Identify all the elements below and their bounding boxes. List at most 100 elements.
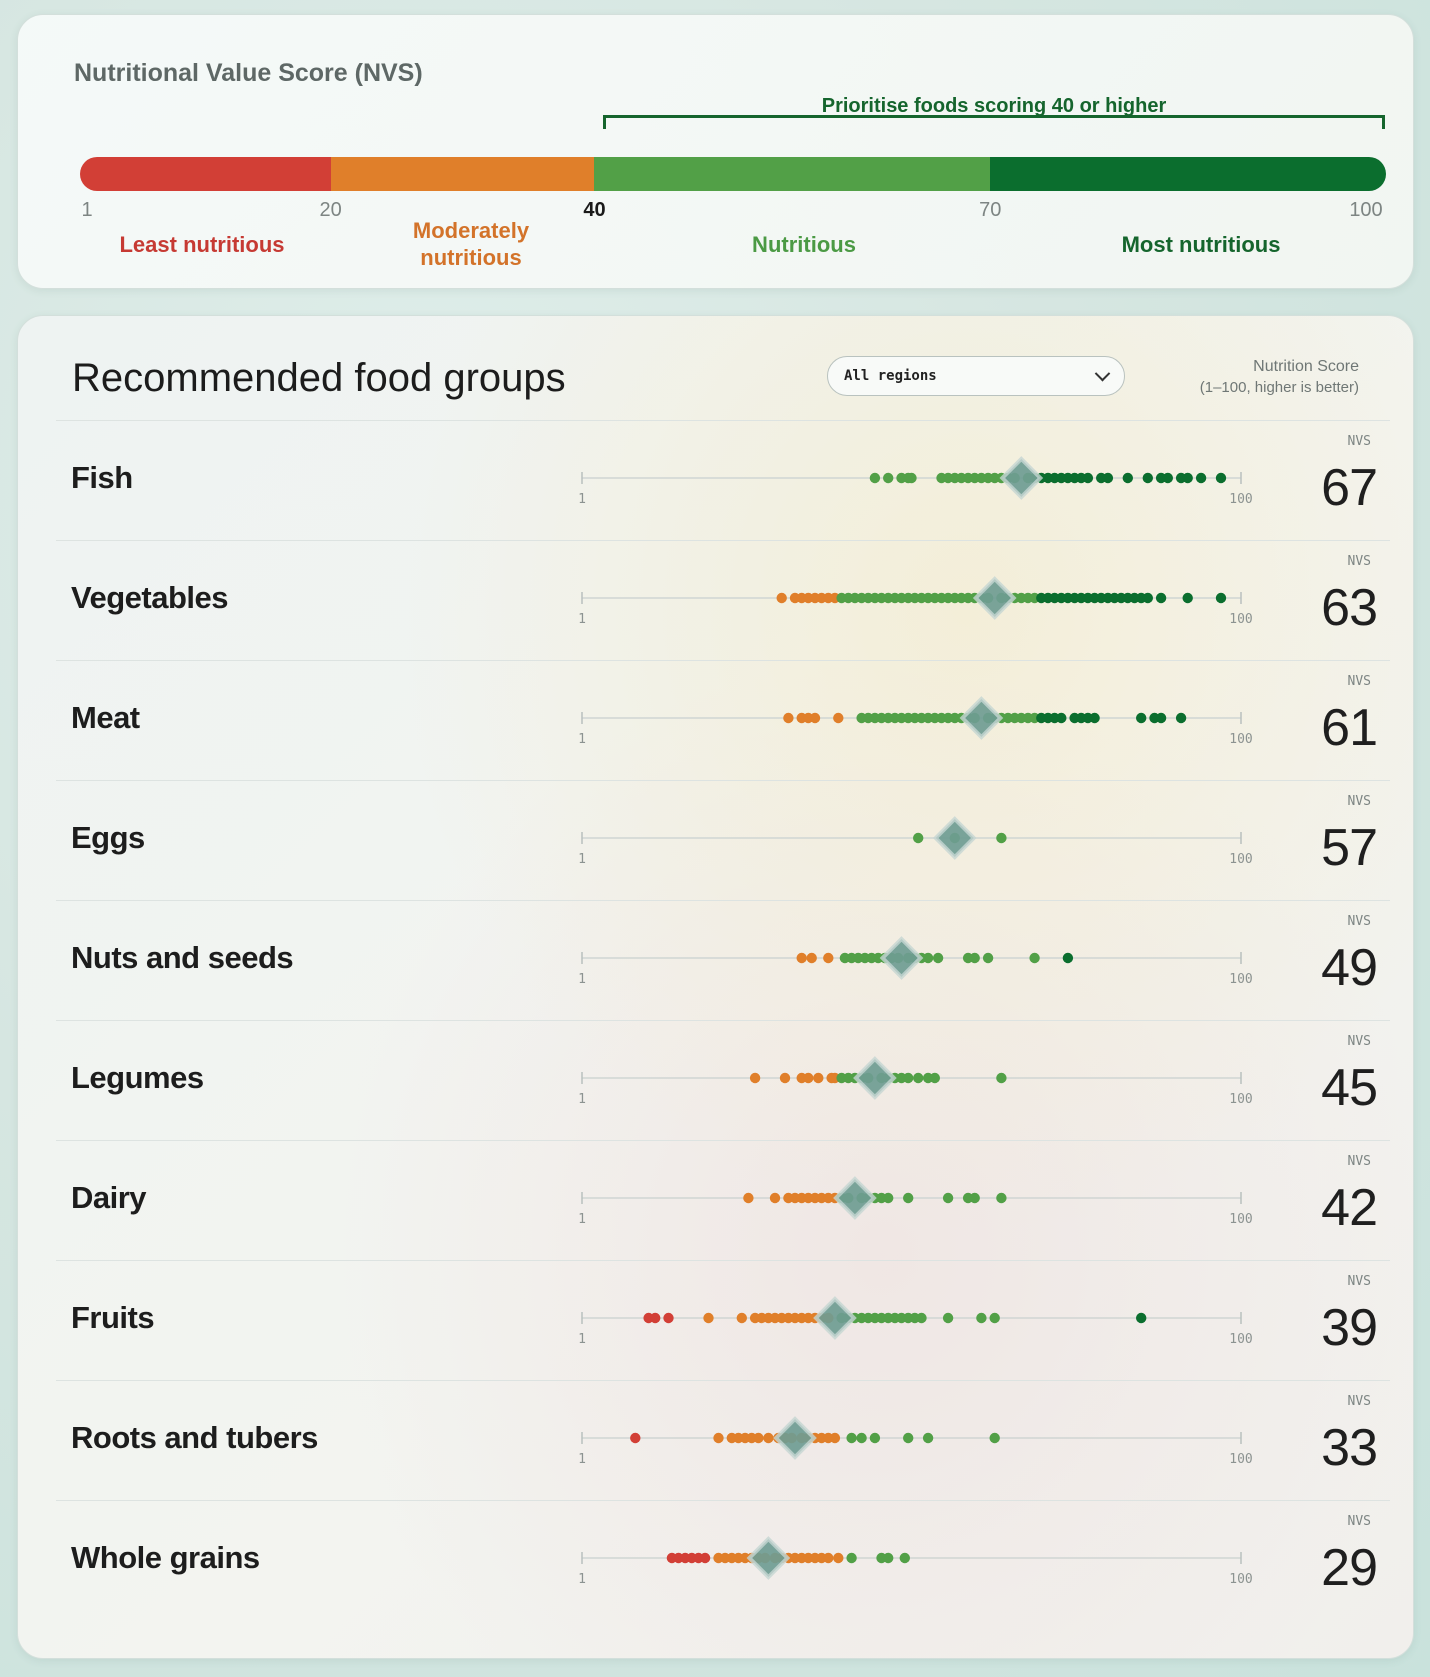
food-item-dot[interactable] <box>813 1072 824 1084</box>
food-item-dot[interactable] <box>713 1432 724 1444</box>
food-item-dot[interactable] <box>913 832 924 844</box>
food-item-dot[interactable] <box>1102 472 1114 484</box>
food-item-dot[interactable] <box>749 1072 761 1084</box>
food-item-dot[interactable] <box>969 952 980 964</box>
food-item-dot[interactable] <box>1155 712 1167 724</box>
food-item-dot[interactable] <box>942 1192 954 1204</box>
food-group-row[interactable]: Roots and tubers 1 100 NVS 33 <box>56 1380 1390 1501</box>
food-item-dot[interactable] <box>783 712 794 724</box>
axis-label-min: 1 <box>578 852 586 867</box>
food-item-dot[interactable] <box>922 1432 934 1444</box>
nvs-caption: NVS <box>1347 1034 1371 1049</box>
food-item-dot[interactable] <box>982 952 994 964</box>
food-item-dot[interactable] <box>753 1432 764 1444</box>
food-group-row[interactable]: Dairy 1 100 NVS 42 <box>56 1140 1390 1261</box>
food-item-dot[interactable] <box>650 1312 661 1324</box>
food-group-row[interactable]: Fruits 1 100 NVS 39 <box>56 1260 1390 1381</box>
food-item-dot[interactable] <box>630 1432 641 1444</box>
food-item-dot[interactable] <box>883 1552 894 1564</box>
food-item-dot[interactable] <box>823 952 834 964</box>
food-item-dot[interactable] <box>803 1072 814 1084</box>
axis-label-max: 100 <box>1229 1332 1252 1347</box>
food-item-dot[interactable] <box>903 1192 914 1204</box>
food-item-dot[interactable] <box>1089 712 1100 724</box>
food-item-dot[interactable] <box>942 1312 954 1324</box>
food-item-dot[interactable] <box>763 1432 774 1444</box>
food-item-dot[interactable] <box>1215 592 1227 604</box>
food-item-dot[interactable] <box>913 1072 924 1084</box>
food-item-dot[interactable] <box>906 472 917 484</box>
food-item-dot[interactable] <box>883 1192 894 1204</box>
axis-label-max: 100 <box>1229 612 1252 627</box>
food-item-dot[interactable] <box>922 952 934 964</box>
food-item-dot[interactable] <box>1056 712 1067 724</box>
chevron-down-icon <box>1094 365 1111 381</box>
food-item-dot[interactable] <box>846 1552 857 1564</box>
food-item-dot[interactable] <box>932 952 944 964</box>
food-item-dot[interactable] <box>743 1192 754 1204</box>
food-item-dot[interactable] <box>903 1072 914 1084</box>
food-item-dot[interactable] <box>833 1552 844 1564</box>
food-group-row[interactable]: Eggs 1 100 NVS 57 <box>56 780 1390 901</box>
food-item-dot[interactable] <box>769 1192 781 1204</box>
food-item-dot[interactable] <box>1182 592 1193 604</box>
food-item-dot[interactable] <box>1182 472 1193 484</box>
food-group-row[interactable]: Fish 1 100 NVS 67 <box>56 420 1390 541</box>
food-item-dot[interactable] <box>996 1192 1007 1204</box>
food-item-dot[interactable] <box>1136 712 1147 724</box>
food-item-dot[interactable] <box>1029 952 1040 964</box>
nvs-caption: NVS <box>1347 1394 1371 1409</box>
food-item-dot[interactable] <box>736 1312 747 1324</box>
food-item-dot[interactable] <box>989 1432 1000 1444</box>
food-item-dot[interactable] <box>776 592 787 604</box>
food-item-dot[interactable] <box>1195 472 1207 484</box>
food-item-dot[interactable] <box>996 832 1007 844</box>
food-group-row[interactable]: Meat 1 100 NVS 61 <box>56 660 1390 781</box>
food-item-dot[interactable] <box>663 1312 674 1324</box>
food-item-dot[interactable] <box>809 712 821 724</box>
food-item-dot[interactable] <box>703 1312 714 1324</box>
food-item-dot[interactable] <box>916 1312 927 1324</box>
food-item-dot[interactable] <box>1215 472 1227 484</box>
food-item-dot[interactable] <box>699 1552 711 1564</box>
food-item-dot[interactable] <box>1155 592 1167 604</box>
food-group-row[interactable]: Vegetables 1 100 NVS 63 <box>56 540 1390 661</box>
food-item-dot[interactable] <box>969 1192 980 1204</box>
food-item-dot[interactable] <box>1162 472 1174 484</box>
food-item-dot[interactable] <box>989 1312 1000 1324</box>
food-item-dot[interactable] <box>1136 1312 1147 1324</box>
scale-tick-label: 20 <box>319 199 342 221</box>
food-item-dot[interactable] <box>1082 472 1094 484</box>
food-item-dot[interactable] <box>806 952 817 964</box>
scale-tick-label: 1 <box>81 199 93 221</box>
nvs-value: 29 <box>1321 1539 1378 1597</box>
food-item-dot[interactable] <box>883 472 894 484</box>
nvs-strip-plot: 1 100 <box>578 1296 1253 1347</box>
food-item-dot[interactable] <box>899 1552 910 1564</box>
food-item-dot[interactable] <box>929 1072 940 1084</box>
food-group-row[interactable]: Legumes 1 100 NVS 45 <box>56 1020 1390 1141</box>
food-item-dot[interactable] <box>823 1552 834 1564</box>
food-item-dot[interactable] <box>856 1432 867 1444</box>
food-item-dot[interactable] <box>996 1072 1007 1084</box>
food-group-row[interactable]: Nuts and seeds 1 100 NVS 49 <box>56 900 1390 1021</box>
food-item-dot[interactable] <box>903 1432 914 1444</box>
food-item-dot[interactable] <box>1175 712 1187 724</box>
axis-label-min: 1 <box>578 1452 586 1467</box>
nvs-caption: NVS <box>1347 914 1371 929</box>
food-item-dot[interactable] <box>976 1312 987 1324</box>
food-item-dot[interactable] <box>846 1432 857 1444</box>
food-item-dot[interactable] <box>1142 592 1154 604</box>
food-item-dot[interactable] <box>833 712 844 724</box>
food-item-dot[interactable] <box>869 472 881 484</box>
food-item-dot[interactable] <box>779 1072 791 1084</box>
region-select[interactable]: All regions <box>827 356 1125 396</box>
food-group-row[interactable]: Whole grains 1 100 NVS 29 <box>56 1500 1390 1621</box>
food-item-dot[interactable] <box>1062 952 1074 964</box>
food-item-dot[interactable] <box>796 952 807 964</box>
food-item-dot[interactable] <box>1142 472 1154 484</box>
food-item-dot[interactable] <box>869 1432 881 1444</box>
nvs-value: 49 <box>1321 939 1378 997</box>
food-item-dot[interactable] <box>829 1432 841 1444</box>
food-item-dot[interactable] <box>1122 472 1134 484</box>
